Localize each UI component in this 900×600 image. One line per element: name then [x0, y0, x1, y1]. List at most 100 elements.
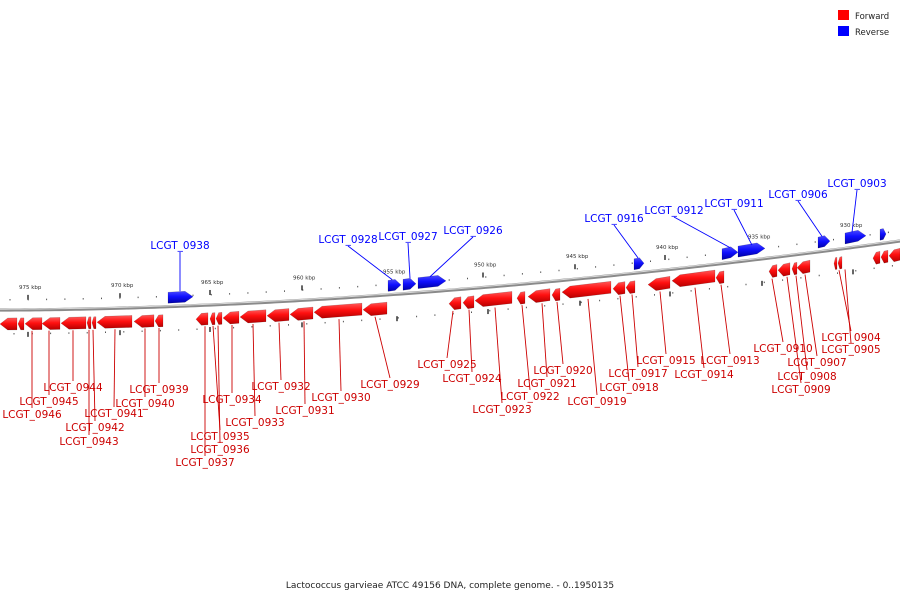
forward-gene-arrow: [448, 296, 462, 311]
leader-line: [631, 294, 639, 368]
forward-gene-arrow: [41, 317, 61, 330]
leader-line: [786, 276, 802, 384]
reverse-gene-arrow: [402, 278, 417, 291]
forward-gene-arrow: [91, 316, 97, 330]
map-caption: Lactococcus garvieae ATCC 49156 DNA, com…: [286, 581, 614, 591]
leader-line: [613, 224, 639, 259]
forward-gene-arrow: [0, 317, 18, 331]
leader-line: [851, 189, 858, 233]
forward-gene-label: LCGT_0925: [417, 359, 476, 371]
forward-gene-label: LCGT_0939: [129, 384, 188, 396]
forward-gene-arrow: [647, 276, 671, 291]
reverse-gene-arrow: [387, 279, 402, 292]
forward-gene-label: LCGT_0910: [753, 343, 812, 355]
leader-line: [374, 316, 391, 379]
reverse-gene-label: LCGT_0906: [768, 189, 828, 201]
reverse-gene-arrow: [417, 275, 447, 289]
tick-label: 960 kbp: [293, 275, 316, 281]
reverse-gene-arrow: [817, 235, 831, 249]
forward-gene-arrow: [60, 316, 87, 330]
legend-reverse-swatch: [838, 26, 849, 36]
leader-line: [619, 295, 630, 382]
leader-line: [720, 284, 731, 355]
forward-gene-arrow: [154, 314, 164, 328]
forward-gene-label: LCGT_0932: [251, 381, 310, 393]
tick-label: 945 kbp: [566, 254, 589, 260]
forward-gene-arrow: [671, 269, 716, 288]
leader-line: [92, 329, 96, 422]
tick-label: 965 kbp: [201, 280, 224, 286]
forward-gene-arrow: [880, 249, 889, 264]
forward-gene-arrow: [791, 261, 798, 276]
reverse-gene-label: LCGT_0912: [644, 205, 703, 217]
tick-label: 955 kbp: [383, 270, 406, 276]
leader-line: [838, 270, 852, 332]
forward-gene-label: LCGT_0936: [190, 444, 250, 456]
forward-gene-arrow: [516, 291, 526, 305]
forward-gene-arrow: [837, 256, 843, 270]
leader-line: [113, 329, 116, 408]
leader-line: [521, 305, 531, 391]
reverse-gene-label: LCGT_0916: [584, 213, 644, 225]
forward-gene-arrow: [462, 295, 475, 309]
legend-forward-swatch: [838, 10, 849, 20]
forward-gene-arrow: [209, 312, 216, 326]
forward-gene-label: LCGT_0904: [821, 332, 881, 344]
forward-gene-arrow: [313, 302, 363, 319]
forward-gene-arrow: [133, 314, 155, 328]
reverse-gene-arrow: [737, 242, 766, 258]
leader-line: [795, 275, 808, 371]
forward-gene-arrow: [561, 281, 612, 299]
forward-gene-label: LCGT_0913: [700, 355, 759, 367]
leader-line: [659, 291, 667, 355]
forward-gene-arrow: [239, 309, 267, 324]
forward-gene-arrow: [888, 247, 900, 263]
forward-gene-arrow: [715, 270, 725, 285]
leader-line: [771, 278, 784, 343]
forward-gene-label: LCGT_0933: [225, 417, 284, 429]
tick-label: 975 kbp: [19, 285, 42, 291]
forward-gene-label: LCGT_0921: [517, 378, 576, 390]
reverse-gene-arrow: [633, 257, 645, 271]
forward-gene-label: LCGT_0908: [777, 371, 836, 383]
reverse-gene-label: LCGT_0928: [318, 234, 377, 246]
forward-gene-label: LCGT_0917: [608, 368, 667, 380]
leader-line: [468, 309, 473, 373]
forward-gene-arrow: [768, 264, 778, 278]
forward-gene-label: LCGT_0945: [19, 396, 78, 408]
leader-line: [446, 310, 454, 359]
tick-label: 930 kbp: [840, 223, 863, 229]
reverse-gene-label: LCGT_0927: [378, 231, 437, 243]
leader-line: [797, 200, 823, 237]
forward-gene-arrow: [362, 301, 388, 316]
forward-gene-label: LCGT_0941: [84, 408, 143, 420]
forward-gene-label: LCGT_0942: [65, 422, 124, 434]
forward-gene-label: LCGT_0937: [175, 457, 234, 469]
leader-line: [338, 319, 342, 392]
forward-gene-label: LCGT_0946: [2, 409, 62, 421]
forward-gene-arrow: [527, 288, 551, 303]
leader-line: [429, 236, 474, 278]
forward-gene-label: LCGT_0930: [311, 392, 370, 404]
forward-gene-label: LCGT_0944: [43, 382, 103, 394]
legend-forward-label: Forward: [855, 12, 889, 22]
leader-line: [541, 303, 548, 378]
backbone-line: [0, 239, 900, 312]
tick-label: 940 kbp: [656, 245, 679, 251]
forward-gene-label: LCGT_0920: [533, 365, 592, 377]
leader-line: [278, 322, 282, 381]
gene-labels: LCGT_0938 LCGT_0928 LCGT_0927 LCGT_0926 LCGT…: [2, 178, 886, 469]
forward-gene-label: LCGT_0915: [636, 355, 695, 367]
forward-gene-arrow: [195, 312, 209, 326]
forward-gene-label: LCGT_0914: [674, 369, 734, 381]
forward-gene-label: LCGT_0929: [360, 379, 419, 391]
leader-line: [733, 209, 753, 246]
forward-gene-arrow: [474, 291, 513, 307]
forward-gene-arrow: [833, 256, 838, 270]
forward-gene-label: LCGT_0905: [821, 344, 880, 356]
leader-line: [303, 321, 306, 405]
legend-reverse-label: Reverse: [855, 28, 889, 38]
forward-gene-label: LCGT_0923: [472, 404, 531, 416]
